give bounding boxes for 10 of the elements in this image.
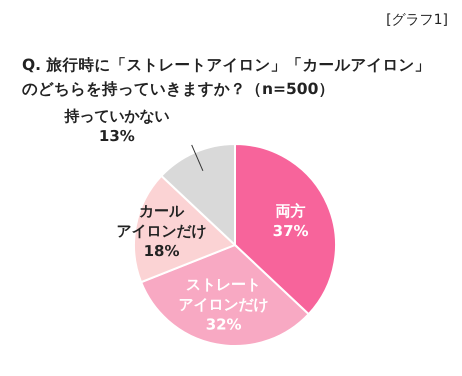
chart-title: Q. 旅行時に「ストレートアイロン」「カールアイロン」のどちらを持っていきますか？（n=500） (22, 56, 430, 98)
data-label: 32% (206, 316, 242, 334)
slice-label: カールアイロンだけ (116, 202, 207, 240)
data-label: 37% (272, 222, 309, 240)
slice-label: 持っていかない (63, 106, 170, 125)
slice-label: 両方 (276, 202, 306, 220)
text: [グラフ1] (386, 12, 448, 28)
slice-label: ストレートアイロンだけ (178, 276, 269, 314)
data-label: 18% (144, 242, 180, 260)
data-label: 13% (98, 126, 135, 145)
